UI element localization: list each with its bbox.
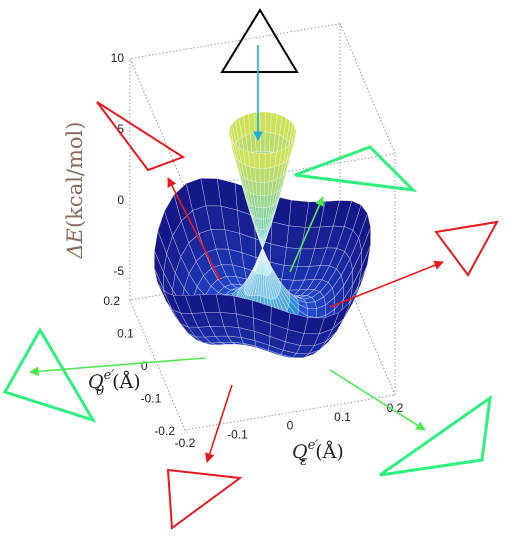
surface-patch <box>264 152 272 169</box>
surface-patch <box>343 269 353 301</box>
z-tick-label: -5 <box>113 264 124 278</box>
surface-patch <box>259 168 266 183</box>
surface-patch <box>270 221 290 248</box>
surface-patch <box>303 317 325 335</box>
surface-patch <box>269 151 277 169</box>
box-edge <box>129 23 341 60</box>
surface-patch <box>262 237 266 249</box>
unit: (kcal/mol) <box>63 122 87 228</box>
arrow <box>29 357 206 377</box>
surface-patch <box>264 131 271 152</box>
surface <box>154 111 371 359</box>
superscript: e′ <box>308 438 319 453</box>
surface-patch <box>290 134 297 155</box>
triangle <box>434 220 499 277</box>
surface-patch <box>287 312 309 334</box>
arrow <box>289 196 324 273</box>
triangle <box>96 101 186 172</box>
surface-patch <box>199 294 221 313</box>
superscript: e′ <box>104 368 115 383</box>
energy-axis-label: ΔE(kcal/mol) <box>63 122 87 260</box>
y-tick-label: 0.1 <box>117 327 134 341</box>
q-theta-label: Qe′ θ (Å) <box>88 368 141 399</box>
arrow <box>167 177 221 281</box>
surface-patch <box>263 181 270 196</box>
surface-patch <box>286 151 293 171</box>
unit: (Å) <box>315 441 344 463</box>
x-tick-label: 0.1 <box>334 410 351 424</box>
triangle <box>294 145 418 193</box>
surface-patch <box>270 270 281 295</box>
surface-patch <box>269 213 275 227</box>
surface-patch <box>288 199 310 228</box>
surface-patch <box>269 243 287 266</box>
box-edge <box>129 58 186 189</box>
surface-patch <box>314 296 326 310</box>
glyphs <box>2 8 499 530</box>
surface-patch <box>262 247 272 269</box>
triangle <box>379 394 492 477</box>
surface-patch <box>259 111 266 133</box>
x-tick-label: -0.2 <box>175 436 196 450</box>
arrow <box>329 260 444 308</box>
z-tick-label: 0 <box>117 193 124 207</box>
surface-patch <box>358 245 371 286</box>
surface-patch <box>259 131 266 152</box>
ticks: 10 5 0 -5 0.2 0.1 0 -0.1 -0.2-0.2 -0.1 0 0.1 0.2 <box>103 51 403 450</box>
surface-patch <box>282 167 288 186</box>
symbol: Q <box>292 441 308 463</box>
subscript: θ <box>96 384 104 399</box>
surface-patch <box>343 284 361 319</box>
surface-patch <box>286 290 298 300</box>
arrow <box>329 369 426 431</box>
surface-patch <box>343 200 362 231</box>
symbol: Q <box>88 371 104 393</box>
unit: (Å) <box>112 371 141 393</box>
x-tick-label: -0.1 <box>227 427 248 441</box>
surface-patch <box>242 149 251 168</box>
z-tick-label: 5 <box>117 122 124 136</box>
surface-patch <box>298 303 308 317</box>
subscript: ε <box>300 454 307 469</box>
arrows <box>29 45 444 463</box>
surface-patch <box>336 226 354 252</box>
surface-patch <box>264 167 271 183</box>
surface-patch <box>332 301 352 330</box>
triangle <box>2 326 97 423</box>
z-tick-label: 10 <box>111 51 125 65</box>
y-tick-label: 0.2 <box>103 294 120 308</box>
arrow <box>205 384 233 463</box>
q-epsilon-label: Qe′ ε (Å) <box>292 438 344 469</box>
x-tick-label: 0 <box>287 419 294 433</box>
symbol: ΔE <box>63 228 87 260</box>
surface-patch <box>279 286 290 307</box>
x-tick-label: 0.2 <box>387 401 404 415</box>
box-edge <box>339 23 396 154</box>
surface-patch <box>303 297 316 304</box>
surface-patch <box>281 170 288 189</box>
box-edge <box>129 299 186 431</box>
y-tick-label: -0.2 <box>154 424 175 438</box>
surface-patch <box>314 225 334 249</box>
surface-patch <box>282 144 291 164</box>
surface-patch <box>259 153 266 169</box>
surface-patch <box>326 225 345 249</box>
triangle <box>166 468 243 530</box>
surface-patch <box>264 111 272 133</box>
box-edge <box>339 264 396 396</box>
triangle <box>220 8 299 73</box>
surface-patch <box>321 265 337 283</box>
y-tick-label: 0 <box>141 359 148 373</box>
surface-patch <box>259 182 265 196</box>
y-tick-label: -0.1 <box>141 392 162 406</box>
surface-patch <box>305 301 317 310</box>
